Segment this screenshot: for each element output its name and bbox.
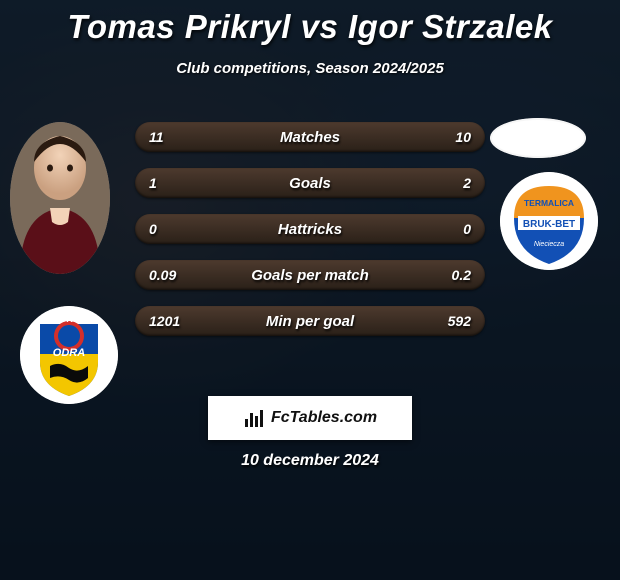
stat-row: 0Hattricks0 xyxy=(135,214,485,244)
stat-bars: 11Matches10 1Goals2 0Hattricks0 0.09Goals p… xyxy=(135,122,485,352)
stat-row: 11Matches10 xyxy=(135,122,485,152)
stat-label: Matches xyxy=(135,122,485,152)
stat-row: 0.09Goals per match0.2 xyxy=(135,260,485,290)
date-text: 10 december 2024 xyxy=(0,452,620,470)
chart-icon xyxy=(243,407,265,429)
subtitle: Club competitions, Season 2024/2025 xyxy=(0,60,620,77)
stat-value-right: 2 xyxy=(449,168,485,198)
svg-text:OKS: OKS xyxy=(59,314,79,324)
stat-row: 1Goals2 xyxy=(135,168,485,198)
brand-text: FcTables.com xyxy=(271,409,377,427)
svg-text:Nieciecza: Nieciecza xyxy=(534,241,564,248)
stat-value-right: 0 xyxy=(449,214,485,244)
player2-photo xyxy=(490,118,586,158)
player2-club-logo: TERMALICA BRUK-BET Nieciecza xyxy=(500,172,598,270)
player1-club-logo: OKS ODRA xyxy=(20,306,118,404)
stat-value-right: 10 xyxy=(441,122,485,152)
svg-text:ODRA: ODRA xyxy=(53,347,85,359)
stat-value-right: 0.2 xyxy=(438,260,485,290)
svg-text:TERMALICA: TERMALICA xyxy=(524,198,574,208)
infographic-root: Tomas Prikryl vs Igor Strzalek Club comp… xyxy=(0,0,620,580)
stat-label: Min per goal xyxy=(135,306,485,336)
stat-label: Goals per match xyxy=(135,260,485,290)
brand-footer: FcTables.com xyxy=(208,396,412,440)
player1-photo xyxy=(10,122,110,274)
stat-label: Goals xyxy=(135,168,485,198)
page-title: Tomas Prikryl vs Igor Strzalek xyxy=(0,0,620,46)
svg-text:BRUK-BET: BRUK-BET xyxy=(523,219,575,230)
stat-label: Hattricks xyxy=(135,214,485,244)
stat-row: 1201Min per goal592 xyxy=(135,306,485,336)
stat-value-right: 592 xyxy=(434,306,485,336)
